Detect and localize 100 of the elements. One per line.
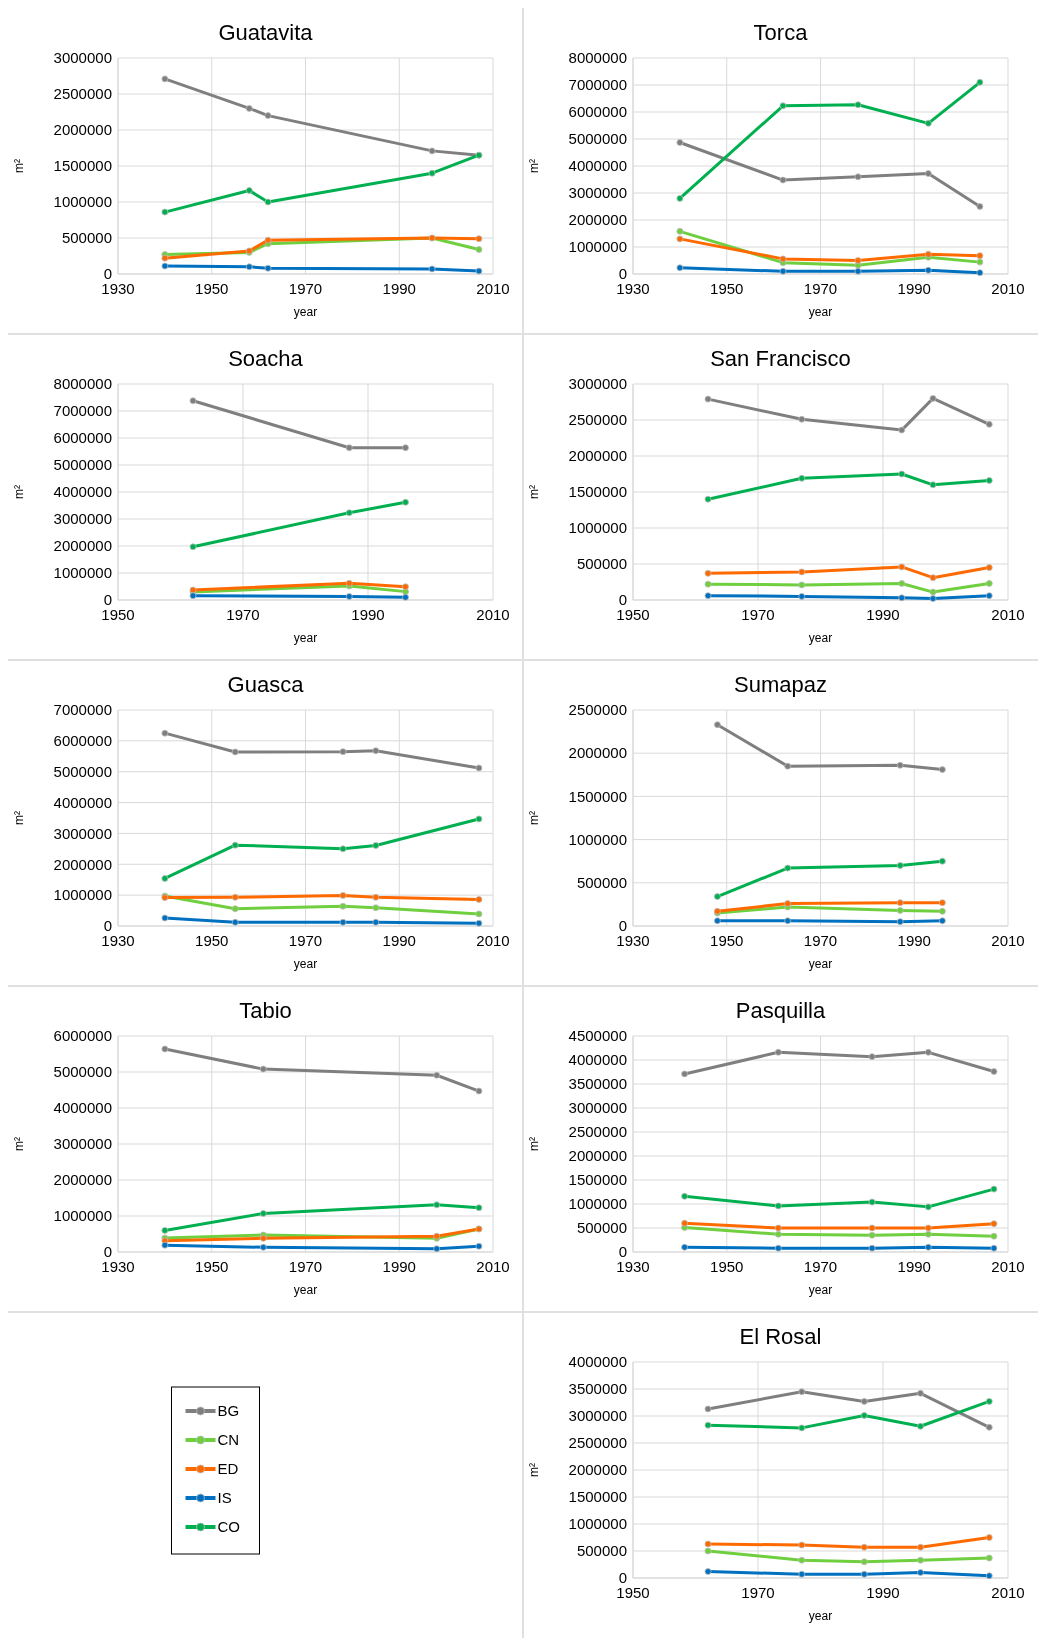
- y-tick-label: 1500000: [53, 157, 112, 175]
- y-axis-title: m²: [527, 1463, 541, 1477]
- y-tick-label: 2000000: [568, 1147, 627, 1165]
- x-axis-title: year: [808, 305, 833, 319]
- x-tick-label: 1950: [101, 606, 135, 623]
- x-tick-label: 1990: [897, 1258, 931, 1275]
- chart-title: El Rosal: [739, 1324, 822, 1349]
- y-tick-label: 3500000: [568, 1380, 627, 1398]
- x-tick-label: 1970: [803, 932, 838, 949]
- y-tick-label: 3000000: [568, 1099, 627, 1117]
- y-tick-label: 1000000: [568, 238, 627, 256]
- y-tick-label: 7000000: [53, 402, 112, 420]
- y-tick-label: 7000000: [568, 76, 627, 94]
- y-tick-label: 6000000: [53, 1027, 112, 1045]
- x-tick-label: 2010: [991, 1584, 1025, 1601]
- x-tick-label: 1950: [195, 280, 229, 297]
- y-tick-label: 6000000: [53, 732, 112, 750]
- x-tick-label: 1950: [710, 280, 744, 297]
- x-tick-label: 1930: [616, 932, 650, 949]
- y-tick-label: 1500000: [568, 1171, 627, 1189]
- x-tick-label: 1930: [616, 280, 650, 297]
- x-axis-title: year: [293, 305, 318, 319]
- y-tick-label: 0: [618, 917, 627, 935]
- y-tick-label: 3000000: [53, 1135, 112, 1153]
- chart-title: Torca: [753, 20, 809, 45]
- x-tick-label: 2010: [991, 1258, 1025, 1275]
- y-tick-label: 1000000: [568, 830, 627, 848]
- y-tick-label: 1000000: [53, 1207, 112, 1225]
- x-tick-label: 1970: [741, 1584, 775, 1601]
- y-tick-label: 3000000: [568, 1407, 627, 1425]
- y-tick-label: 6000000: [53, 429, 112, 447]
- x-tick-label: 1990: [351, 606, 385, 623]
- chart-title: Guatavita: [218, 20, 314, 45]
- y-tick-label: 0: [103, 917, 112, 935]
- y-axis-title: m²: [527, 811, 541, 825]
- x-tick-label: 1930: [616, 1258, 650, 1275]
- chart-title: Guasca: [227, 672, 305, 697]
- x-tick-label: 1970: [803, 1258, 838, 1275]
- legend-label: CN: [217, 1431, 240, 1449]
- y-tick-label: 3000000: [568, 375, 627, 393]
- x-tick-label: 1930: [101, 280, 135, 297]
- y-tick-label: 7000000: [53, 701, 112, 719]
- y-tick-label: 5000000: [53, 1063, 112, 1081]
- y-tick-label: 1000000: [568, 1195, 627, 1213]
- legend-label: IS: [217, 1489, 232, 1507]
- y-tick-label: 2500000: [568, 1434, 627, 1452]
- y-tick-label: 2000000: [53, 121, 112, 139]
- y-tick-label: 500000: [576, 1219, 627, 1237]
- x-tick-label: 1950: [710, 932, 744, 949]
- y-tick-label: 0: [618, 591, 627, 609]
- x-tick-label: 2010: [476, 1258, 510, 1275]
- x-tick-label: 1970: [803, 280, 838, 297]
- y-tick-label: 500000: [576, 1542, 627, 1560]
- y-tick-label: 0: [618, 265, 627, 283]
- y-axis-title: m²: [527, 1137, 541, 1151]
- x-tick-label: 1970: [226, 606, 260, 623]
- y-tick-label: 1000000: [568, 1515, 627, 1533]
- y-tick-label: 8000000: [53, 375, 112, 393]
- y-tick-label: 2500000: [568, 411, 627, 429]
- y-tick-label: 1500000: [568, 787, 627, 805]
- y-tick-label: 500000: [576, 555, 627, 573]
- x-tick-label: 1990: [382, 280, 416, 297]
- x-tick-label: 1990: [866, 1584, 900, 1601]
- y-axis-title: m²: [527, 159, 541, 173]
- x-tick-label: 1970: [288, 1258, 323, 1275]
- y-tick-label: 3500000: [568, 1075, 627, 1093]
- y-tick-label: 2500000: [568, 701, 627, 719]
- x-tick-label: 1990: [897, 280, 931, 297]
- chart-title: Pasquilla: [735, 998, 826, 1023]
- y-tick-label: 1000000: [568, 519, 627, 537]
- y-tick-label: 0: [618, 1243, 627, 1261]
- x-tick-label: 2010: [991, 606, 1025, 623]
- legend-label: ED: [217, 1460, 239, 1478]
- chart-title: Soacha: [228, 346, 304, 371]
- y-tick-label: 3000000: [53, 824, 112, 842]
- legend-label: CO: [217, 1518, 240, 1536]
- y-tick-label: 2000000: [568, 744, 627, 762]
- chart-title: Sumapaz: [734, 672, 827, 697]
- y-tick-label: 4000000: [53, 483, 112, 501]
- x-axis-title: year: [808, 957, 833, 971]
- legend-label: BG: [217, 1402, 240, 1420]
- x-tick-label: 1950: [195, 1258, 229, 1275]
- x-tick-label: 2010: [476, 280, 510, 297]
- y-axis-title: m²: [12, 485, 26, 499]
- x-tick-label: 1970: [288, 932, 323, 949]
- x-axis-title: year: [293, 1283, 318, 1297]
- x-tick-label: 1950: [710, 1258, 744, 1275]
- y-tick-label: 2000000: [568, 1461, 627, 1479]
- y-tick-label: 4500000: [568, 1027, 627, 1045]
- x-tick-label: 2010: [991, 932, 1025, 949]
- y-tick-label: 3000000: [53, 510, 112, 528]
- y-tick-label: 3000000: [568, 184, 627, 202]
- y-tick-label: 0: [618, 1569, 627, 1587]
- y-tick-label: 2000000: [53, 537, 112, 555]
- y-tick-label: 1500000: [568, 483, 627, 501]
- x-tick-label: 1990: [866, 606, 900, 623]
- chart-title: San Francisco: [710, 346, 851, 371]
- y-tick-label: 4000000: [53, 1099, 112, 1117]
- x-axis-title: year: [293, 631, 318, 645]
- x-axis-title: year: [808, 1283, 833, 1297]
